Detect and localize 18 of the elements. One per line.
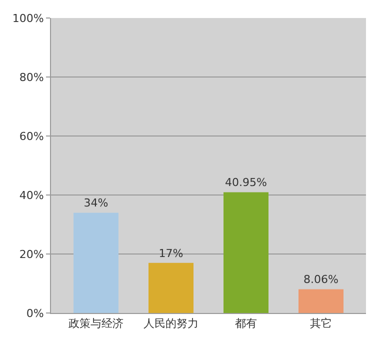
y-tick-label: 0% xyxy=(26,306,44,320)
y-tick-label: 20% xyxy=(19,248,44,261)
x-tick-label: 其它 xyxy=(310,317,332,330)
bar xyxy=(148,262,194,313)
bar xyxy=(224,192,268,313)
x-tick-label: 政策与经济 xyxy=(68,317,124,330)
y-tick-label: 60% xyxy=(19,130,44,143)
bar xyxy=(74,212,118,313)
bar xyxy=(298,289,344,313)
data-label: 34% xyxy=(84,196,108,210)
y-tick-label: 80% xyxy=(19,70,44,84)
data-label: 8.06% xyxy=(304,273,338,286)
data-label: 17% xyxy=(158,246,184,260)
x-tick-label: 都有 xyxy=(235,317,257,330)
x-tick-label: 人民的努力 xyxy=(144,317,198,330)
data-label: 40.95% xyxy=(225,176,267,190)
y-tick-label: 40% xyxy=(19,188,44,202)
y-tick-label: 100% xyxy=(12,12,44,25)
